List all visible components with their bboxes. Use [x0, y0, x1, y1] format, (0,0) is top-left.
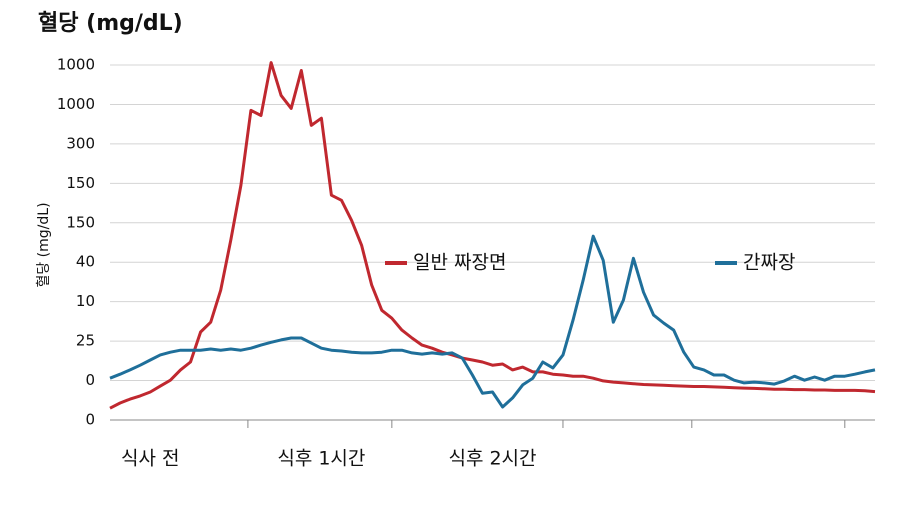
- y-tick-label: 300: [66, 134, 95, 152]
- x-tick-label: 식후 2시간: [448, 448, 536, 470]
- series-line: [109, 234, 876, 409]
- y-tick-label: 0: [85, 371, 95, 389]
- y-tick-label: 150: [66, 213, 95, 231]
- x-tick-label: 식사 전: [121, 448, 179, 470]
- y-tick-label: 40: [76, 253, 95, 271]
- y-tick-label: 150: [66, 174, 95, 192]
- y-axis-label: 혈당 (mg/dL): [36, 202, 52, 287]
- x-tick-label: 식후 1시간: [277, 448, 365, 470]
- y-tick-label: 10: [76, 292, 95, 310]
- y-tick-label: 1000: [57, 95, 95, 113]
- series-line: [109, 61, 876, 410]
- legend-label: 일반 짜장면: [413, 252, 506, 274]
- y-tick-label: 25: [76, 332, 95, 350]
- y-tick-label: 1000: [57, 56, 95, 74]
- legend-label: 간짜장: [743, 252, 795, 274]
- chart-title: 혈당 (mg/dL): [38, 11, 183, 36]
- y-tick-label: 0: [85, 411, 95, 429]
